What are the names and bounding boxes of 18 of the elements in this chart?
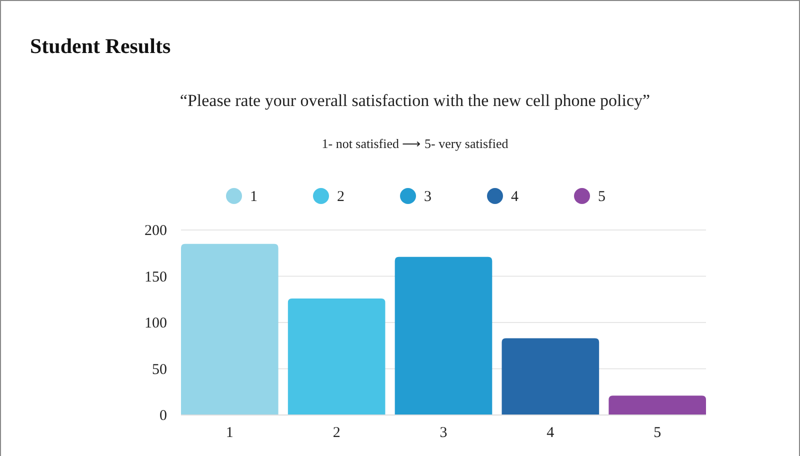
- legend-label: 5: [598, 189, 606, 205]
- y-tick-label: 150: [144, 269, 167, 286]
- y-tick-label: 0: [160, 408, 167, 424]
- x-tick-label: 1: [226, 425, 234, 441]
- x-tick-label: 4: [546, 425, 555, 441]
- x-tick-label: 5: [654, 425, 662, 441]
- chart-title: Student Results: [30, 34, 171, 58]
- y-tick-label: 100: [144, 316, 167, 332]
- text: 1- not satisfied ⟶ 5- very satisfied: [322, 136, 509, 151]
- y-tick-label: 200: [144, 223, 167, 239]
- y-tick-label: 50: [152, 362, 167, 378]
- x-tick-label: 2: [332, 425, 340, 441]
- legend-label: 1: [250, 189, 258, 205]
- chart-subtitle: “Please rate your overall satisfaction with the new cell phone policy”: [180, 91, 650, 110]
- x-tick-label: 3: [440, 425, 448, 441]
- legend-label: 3: [424, 189, 432, 205]
- legend-label: 4: [511, 189, 519, 205]
- legend-label: 2: [337, 189, 344, 205]
